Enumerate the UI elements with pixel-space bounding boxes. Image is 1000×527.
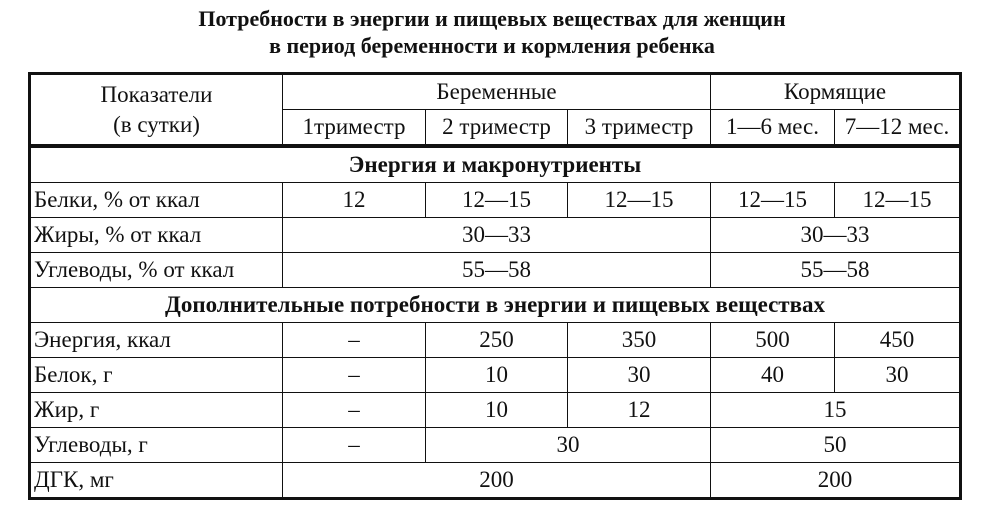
cell: – <box>282 392 426 428</box>
section-row: Дополнительные потребности в энергии и п… <box>29 287 961 323</box>
table-row: Энергия, ккал – 250 350 500 450 <box>29 322 961 358</box>
cell: 12—15 <box>834 182 961 218</box>
cell: 55—58 <box>282 252 711 288</box>
lactating-header: Кормящие <box>710 73 961 110</box>
cell: – <box>282 357 426 393</box>
cell: 10 <box>425 392 568 428</box>
indicator-header-line-2: (в сутки) <box>113 111 200 137</box>
cell: 12—15 <box>567 182 711 218</box>
subheader: 1триместр <box>282 109 426 148</box>
cell: – <box>282 427 426 463</box>
cell: 30—33 <box>710 217 961 253</box>
subheader: 1—6 мес. <box>710 109 835 148</box>
table-row: ДГК, мг 200 200 <box>29 462 961 499</box>
cell: 12 <box>567 392 711 428</box>
cell: 12—15 <box>425 182 568 218</box>
header-row-1: Показатели (в сутки) Беременные Кормящие <box>29 73 961 148</box>
cell: 10 <box>425 357 568 393</box>
cell: 15 <box>710 392 961 428</box>
table-row: Белки, % от ккал 12 12—15 12—15 12—15 12… <box>29 182 961 218</box>
cell: 30 <box>425 427 711 463</box>
section-title: Дополнительные потребности в энергии и п… <box>29 287 961 323</box>
row-label: Белок, г <box>29 357 283 393</box>
row-label: ДГК, мг <box>29 462 283 499</box>
nutrition-table: Показатели (в сутки) Беременные Кормящие… <box>28 72 962 500</box>
cell: 50 <box>710 427 961 463</box>
cell: 30 <box>567 357 711 393</box>
section-row: Энергия и макронутриенты <box>29 145 961 183</box>
cell: 200 <box>282 462 711 499</box>
indicator-header-line-1: Показатели <box>100 81 213 107</box>
header-row-2: 1триместр 2 триместр 3 триместр 1—6 мес.… <box>30 109 961 148</box>
cell: 200 <box>710 462 961 499</box>
table-row: Жиры, % от ккал 30—33 30—33 <box>29 217 961 253</box>
cell: 450 <box>834 322 961 358</box>
row-label: Углеводы, г <box>29 427 283 463</box>
indicator-header: Показатели (в сутки) <box>29 73 283 148</box>
cell: 40 <box>710 357 835 393</box>
cell: 350 <box>567 322 711 358</box>
row-label: Белки, % от ккал <box>29 182 283 218</box>
cell: 12 <box>282 182 426 218</box>
title-line-2: в период беременности и кормления ребенк… <box>269 33 715 58</box>
subheader: 7—12 мес. <box>834 109 961 148</box>
row-label: Жиры, % от ккал <box>29 217 283 253</box>
table-row: Жир, г – 10 12 15 <box>29 392 961 428</box>
section-title: Энергия и макронутриенты <box>29 145 961 183</box>
cell: – <box>282 322 426 358</box>
cell: 30 <box>834 357 961 393</box>
cell: 55—58 <box>710 252 961 288</box>
row-label: Энергия, ккал <box>29 322 283 358</box>
table-row: Углеводы, г – 30 50 <box>29 427 961 463</box>
title-line-1: Потребности в энергии и пищевых вещества… <box>198 6 786 31</box>
pregnant-header: Беременные <box>282 73 711 110</box>
row-label: Жир, г <box>29 392 283 428</box>
cell: 500 <box>710 322 835 358</box>
cell: 30—33 <box>282 217 711 253</box>
table-row: Белок, г – 10 30 40 30 <box>29 357 961 393</box>
subheader: 3 триместр <box>567 109 711 148</box>
document-title: Потребности в энергии и пищевых вещества… <box>0 5 984 59</box>
table-row: Углеводы, % от ккал 55—58 55—58 <box>29 252 961 288</box>
cell: 250 <box>425 322 568 358</box>
row-label: Углеводы, % от ккал <box>29 252 283 288</box>
cell: 12—15 <box>710 182 835 218</box>
subheader: 2 триместр <box>425 109 568 148</box>
